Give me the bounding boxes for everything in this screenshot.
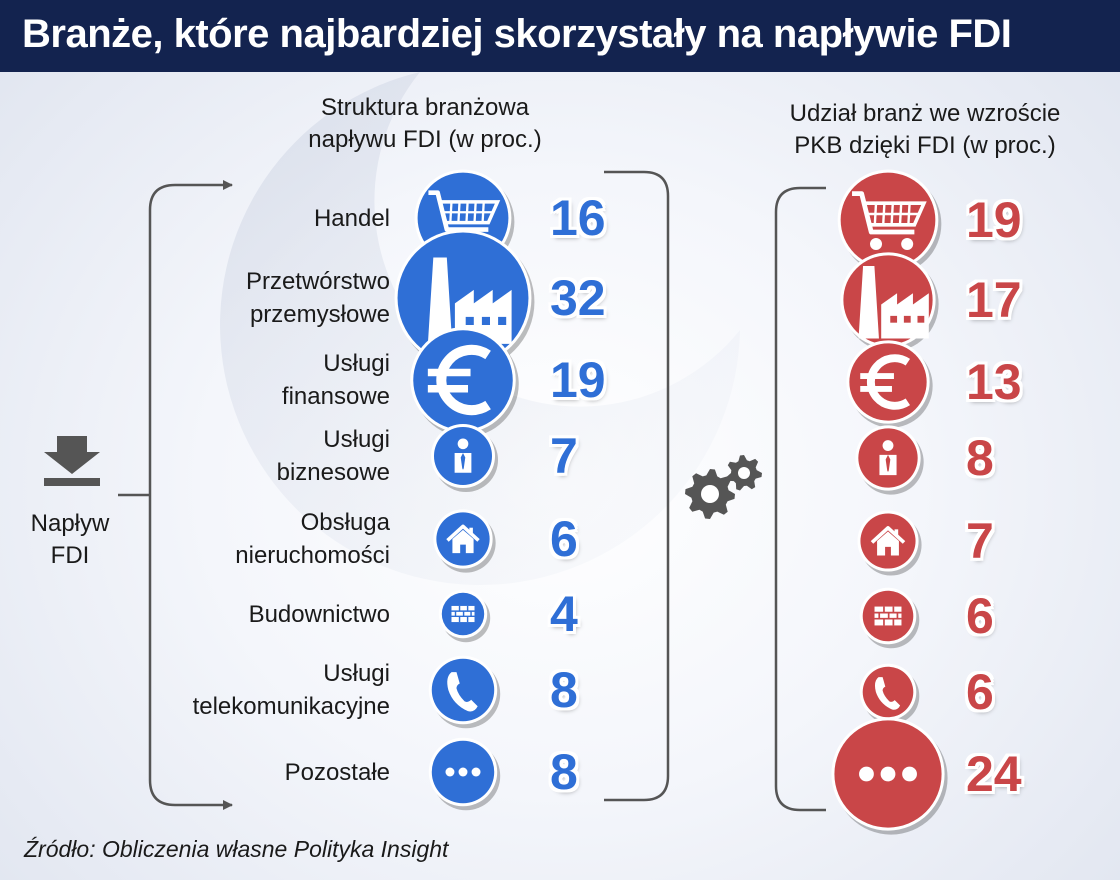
right-bubble-2 <box>846 340 933 428</box>
factory-icon <box>858 265 929 339</box>
euro-icon <box>427 344 491 416</box>
brick-wall-icon <box>874 606 902 626</box>
left-title-line-2: napływu FDI (w proc.) <box>308 126 542 153</box>
brick-wall-icon <box>451 605 475 623</box>
right-title-line-2: PKB dzięki FDI (w proc.) <box>794 132 1056 159</box>
download-icon <box>44 436 100 486</box>
inflow-bracket-top <box>148 180 233 495</box>
category-label-3: Usługi biznesowe <box>276 426 390 486</box>
right-bubble-7 <box>831 717 948 835</box>
source-note: Źródło: Obliczenia własne Polityka Insig… <box>24 836 449 862</box>
factory-icon <box>427 257 512 344</box>
right-value-3: 8 <box>966 430 994 486</box>
house-icon <box>446 524 480 554</box>
left-title-line-1: Struktura branżowa <box>320 94 530 121</box>
inflow-label-line-2: FDI <box>50 542 90 569</box>
right-group-bracket <box>774 186 826 812</box>
right-value-5: 6 <box>966 588 994 644</box>
right-title-line-1: Udział branż we wzroście <box>789 100 1061 127</box>
left-bubble-5 <box>438 589 491 643</box>
left-bubble-1 <box>394 229 535 371</box>
right-value-4: 7 <box>966 513 994 569</box>
right-value-6: 6 <box>966 664 994 720</box>
left-value-0: 16 <box>550 190 606 246</box>
left-bubble-3 <box>430 423 499 493</box>
category-label-5: Budownictwo <box>248 600 390 628</box>
right-chart-title: Udział branż we wzroście PKB dzięki FDI … <box>755 98 1095 162</box>
left-value-7: 8 <box>550 744 578 800</box>
background-ring <box>220 72 741 585</box>
phone-icon <box>447 672 478 712</box>
inflow-label-line-1: Napływ <box>30 510 110 537</box>
inflow-bracket-bottom <box>148 495 233 810</box>
right-value-1: 17 <box>966 272 1022 328</box>
euro-icon <box>860 354 911 410</box>
left-value-2: 19 <box>550 352 606 408</box>
phone-icon <box>874 677 901 710</box>
more-dots-icon <box>859 766 917 782</box>
left-bubble-7 <box>428 737 501 811</box>
page-title: Branże, które najbardziej skorzystały na… <box>22 12 1012 56</box>
right-bubble-5 <box>859 587 920 649</box>
left-bubble-4 <box>433 509 496 573</box>
left-value-1: 32 <box>550 270 606 326</box>
businessman-icon <box>879 440 897 476</box>
category-label-2: Usługi finansowe <box>281 350 390 410</box>
right-value-0: 19 <box>966 192 1022 248</box>
category-label-6: Usługi telekomunikacyjne <box>192 660 390 720</box>
right-bubble-3 <box>855 425 924 495</box>
inflow-label: Napływ FDI <box>20 508 120 572</box>
category-label-1: Przetwórstwo przemysłowe <box>245 268 390 328</box>
header-bar: Branże, które najbardziej skorzystały na… <box>0 0 1120 72</box>
left-value-3: 7 <box>550 428 578 484</box>
right-bubble-4 <box>857 510 922 576</box>
left-chart-title: Struktura branżowa napływu FDI (w proc.) <box>270 92 580 156</box>
right-value-2: 13 <box>966 354 1022 410</box>
left-bubble-2 <box>410 327 519 437</box>
left-bubble-6 <box>428 655 501 729</box>
category-label-4: Obsługa nieruchomości <box>235 509 390 569</box>
right-bubble-6 <box>859 663 920 725</box>
category-label-0: Handel <box>313 204 390 232</box>
left-group-bracket <box>604 170 670 802</box>
left-value-6: 8 <box>550 662 578 718</box>
left-value-4: 6 <box>550 511 578 567</box>
right-value-7: 24 <box>966 746 1022 802</box>
cart-icon <box>852 191 927 250</box>
more-dots-icon <box>445 767 481 777</box>
left-value-5: 4 <box>550 586 578 642</box>
right-bubble-1 <box>840 252 939 352</box>
gears-icon <box>685 455 762 519</box>
house-icon <box>870 526 906 556</box>
businessman-icon <box>454 438 472 473</box>
right-bubble-0 <box>837 169 942 275</box>
category-label-7: Pozostałe <box>284 758 390 786</box>
